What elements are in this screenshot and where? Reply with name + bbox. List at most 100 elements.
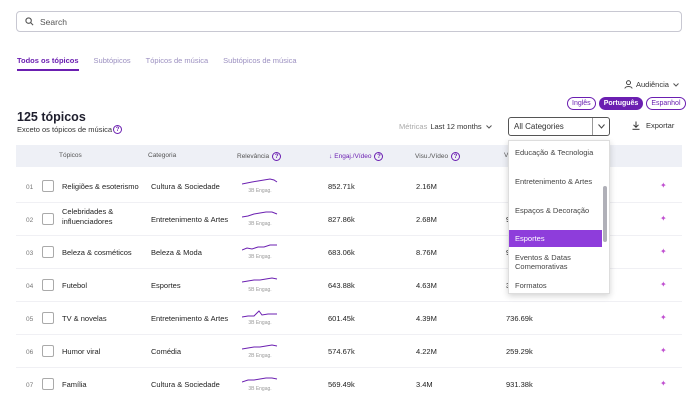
v-value: 931.38k — [506, 380, 533, 389]
row-number: 01 — [26, 184, 34, 191]
col-visu-label: Visu./Vídeo — [415, 153, 449, 160]
col-relevancia[interactable]: Relevância? — [237, 152, 282, 161]
table-row[interactable]: 03 Beleza & cosméticos Beleza & Moda 3B Eng… — [16, 236, 682, 269]
row-checkbox[interactable] — [42, 213, 54, 225]
views-value: 4.22M — [416, 347, 437, 356]
dropdown-option[interactable]: Educação & Tecnologia — [515, 148, 594, 157]
export-button[interactable]: Exportar — [632, 121, 674, 130]
topic-name[interactable]: Beleza & cosméticos — [62, 248, 132, 257]
sparkle-icon[interactable]: ✦ — [660, 346, 667, 355]
dropdown-option[interactable]: Eventos & Datas Comemorativas — [515, 253, 571, 271]
dropdown-option[interactable]: Espaços & Decoração — [515, 206, 590, 215]
help-icon[interactable]: ? — [113, 125, 123, 134]
topic-category: Comédia — [151, 347, 182, 356]
row-number: 05 — [26, 316, 34, 323]
row-checkbox[interactable] — [42, 279, 54, 291]
search-bar[interactable] — [16, 11, 682, 32]
topic-name[interactable]: Família — [62, 380, 87, 389]
table-row[interactable]: 07 Família Cultura & Sociedade 3B Engag. 569… — [16, 368, 682, 400]
topic-name[interactable]: TV & novelas — [62, 314, 107, 323]
chevron-down-icon — [597, 124, 605, 129]
sparkline-chart — [242, 310, 277, 318]
row-checkbox[interactable] — [42, 246, 54, 258]
category-select[interactable]: All Categories — [508, 117, 610, 136]
topic-name[interactable]: Futebol — [62, 281, 88, 290]
views-value: 2.68M — [416, 215, 437, 224]
tab-bar: Todos os tópicos Subtópicos Tópicos de m… — [17, 56, 312, 71]
col-categoria[interactable]: Categoria — [148, 152, 176, 159]
topic-category: Entretenimento & Artes — [151, 314, 229, 323]
col-engaj-label: Engaj./Vídeo — [334, 153, 372, 160]
engag-value: 574.67k — [328, 347, 355, 356]
engag-value: 683.06k — [328, 248, 355, 257]
topic-name[interactable]: Humor viral — [62, 347, 101, 356]
help-icon[interactable]: ? — [374, 152, 384, 161]
col-topicos-label: Tópicos — [59, 152, 82, 159]
audience-label: Audiência — [636, 80, 669, 89]
tab-subtopicos[interactable]: Subtópicos — [93, 56, 131, 65]
col-categoria-label: Categoria — [148, 152, 177, 159]
sparkle-icon[interactable]: ✦ — [660, 247, 667, 256]
sparkline-chart — [242, 178, 278, 185]
col-engaj-video[interactable]: ↓ Engaj./Vídeo? — [329, 152, 384, 161]
relevance-label: 5B Engag. — [248, 287, 272, 293]
select-toggle[interactable] — [592, 118, 609, 135]
engag-value: 827.86k — [328, 215, 355, 224]
sparkline-chart — [242, 211, 278, 218]
category-select-value: All Categories — [514, 122, 564, 131]
relevance-label: 3B Engag. — [248, 188, 272, 194]
row-number: 06 — [26, 349, 34, 356]
table-row[interactable]: 05 TV & novelas Entretenimento & Artes 3B E… — [16, 302, 682, 335]
sparkle-icon[interactable]: ✦ — [660, 214, 667, 223]
relevance-label: 3B Engag. — [248, 254, 272, 260]
tab-subtopicos-musica[interactable]: Subtópicos de música — [223, 56, 297, 65]
col-v[interactable]: V — [504, 152, 508, 159]
sparkle-icon[interactable]: ✦ — [660, 379, 667, 388]
col-topicos[interactable]: Tópicos — [59, 152, 82, 159]
relevance-label: 3B Engag. — [248, 320, 272, 326]
dropdown-option[interactable]: Formatos — [515, 281, 547, 290]
user-icon — [624, 80, 633, 89]
metrics-value: Last 12 months — [430, 122, 482, 131]
table-row[interactable]: 06 Humor viral Comédia 2B Engag. 574.67k 4.22… — [16, 335, 682, 368]
dropdown-option[interactable]: Entretenimento & Artes — [515, 177, 593, 186]
help-icon[interactable]: ? — [272, 152, 282, 161]
relevance-sparkline: 3B Engag. — [242, 209, 278, 227]
sparkle-icon[interactable]: ✦ — [660, 313, 667, 322]
metrics-selector[interactable]: Métricas Last 12 months — [399, 122, 492, 131]
sparkle-icon[interactable]: ✦ — [660, 181, 667, 190]
row-checkbox[interactable] — [42, 378, 54, 390]
metrics-label: Métricas — [399, 122, 428, 131]
audience-selector[interactable]: Audiência — [624, 80, 682, 89]
relevance-label: 3B Engag. — [248, 221, 272, 227]
dropdown-option-highlighted[interactable]: Esportes — [509, 230, 602, 247]
sparkline-chart — [242, 344, 278, 350]
table-row[interactable]: 01 Religiões & esoterismo Cultura & Socied… — [16, 170, 682, 203]
views-value: 8.76M — [416, 248, 437, 257]
help-icon[interactable]: ? — [451, 152, 461, 161]
topic-name[interactable]: Celebridades & influenciadores — [62, 207, 114, 226]
tab-todos-topicos[interactable]: Todos os tópicos — [17, 56, 79, 71]
dropdown-scrollbar[interactable] — [603, 186, 607, 242]
exclude-note-text: Exceto os tópicos de música — [17, 125, 113, 134]
sparkline-chart — [242, 277, 278, 283]
v-value: 259.29k — [506, 347, 533, 356]
chevron-down-icon — [673, 82, 679, 87]
sparkle-icon[interactable]: ✦ — [660, 280, 667, 289]
row-checkbox[interactable] — [42, 180, 54, 192]
col-v-label: V — [504, 152, 509, 159]
col-visu-video[interactable]: Visu./Vídeo? — [415, 152, 461, 161]
relevance-sparkline: 5B Engag. — [242, 275, 278, 293]
row-checkbox[interactable] — [42, 345, 54, 357]
row-number: 03 — [26, 250, 34, 257]
lang-portugues[interactable]: Português — [598, 97, 644, 110]
topic-name[interactable]: Religiões & esoterismo — [62, 182, 139, 191]
lang-ingles[interactable]: Inglês — [567, 97, 596, 110]
row-checkbox[interactable] — [42, 312, 54, 324]
tab-topicos-musica[interactable]: Tópicos de música — [145, 56, 209, 65]
search-input[interactable] — [40, 16, 640, 27]
topic-category: Entretenimento & Artes — [151, 215, 229, 224]
relevance-label: 3B Engag. — [248, 386, 272, 392]
lang-espanhol[interactable]: Espanhol — [646, 97, 686, 110]
